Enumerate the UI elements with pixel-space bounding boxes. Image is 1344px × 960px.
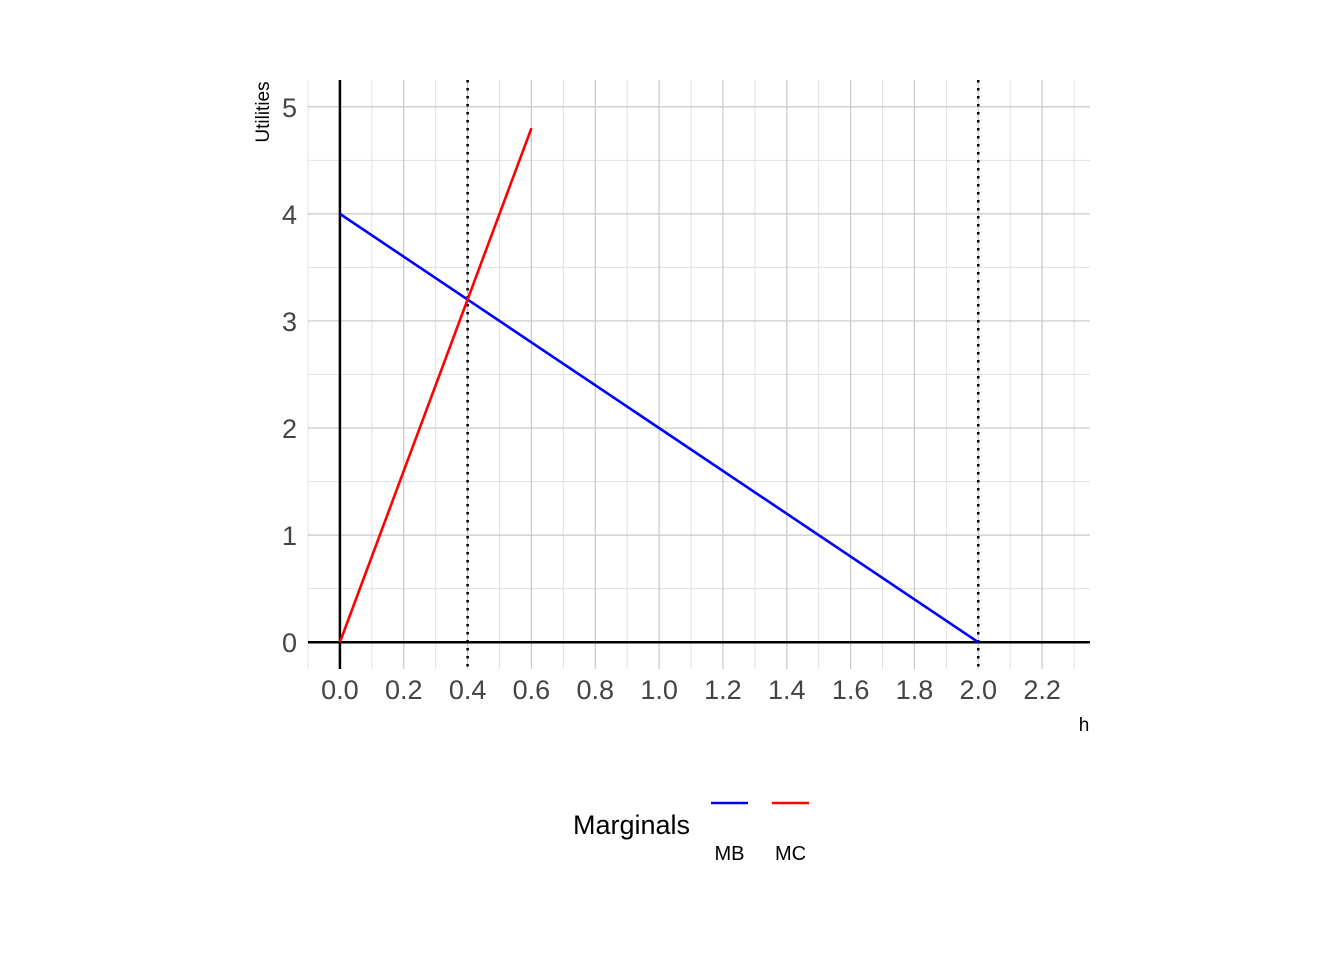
x-tick-label: 0.0 [321, 675, 359, 705]
x-tick-labels: 0.0 0.2 0.4 0.6 0.8 1.0 1.2 1.4 1.6 1.8 2.0 2.2 [321, 675, 1061, 705]
legend-label-mc: MC [775, 843, 806, 865]
y-axis-title: Utilities [253, 81, 274, 142]
series-line-mb [339, 212, 980, 644]
x-tick-label: 1.6 [832, 675, 870, 705]
x-tick-label: 1.4 [768, 675, 806, 705]
series-lines [338, 127, 980, 644]
y-tick-label: 1 [282, 521, 297, 551]
x-tick-label: 1.8 [896, 675, 934, 705]
y-tick-label: 5 [282, 93, 297, 123]
series-line-mc [338, 127, 533, 643]
y-tick-labels: 0 1 2 3 4 5 [282, 93, 297, 658]
x-tick-label: 0.6 [513, 675, 551, 705]
legend-items: MB MC [711, 801, 809, 865]
x-tick-label: 2.2 [1023, 675, 1061, 705]
x-tick-label: 2.0 [960, 675, 998, 705]
x-tick-label: 1.2 [704, 675, 742, 705]
x-axis-title: h [1079, 715, 1090, 736]
vertical-reference-lines [466, 80, 980, 669]
grid-minor [307, 80, 1090, 669]
y-tick-label: 0 [282, 628, 297, 658]
legend-title: Marginals [573, 810, 690, 840]
y-tick-label: 3 [282, 307, 297, 337]
legend-label-mb: MB [715, 843, 745, 865]
x-tick-label: 1.0 [640, 675, 678, 705]
x-tick-label: 0.4 [449, 675, 487, 705]
y-tick-label: 2 [282, 414, 297, 444]
y-tick-label: 4 [282, 200, 297, 230]
axes [308, 80, 1090, 669]
legend: Marginals MB MC [573, 801, 809, 865]
x-tick-label: 0.8 [576, 675, 614, 705]
x-tick-label: 0.2 [385, 675, 423, 705]
